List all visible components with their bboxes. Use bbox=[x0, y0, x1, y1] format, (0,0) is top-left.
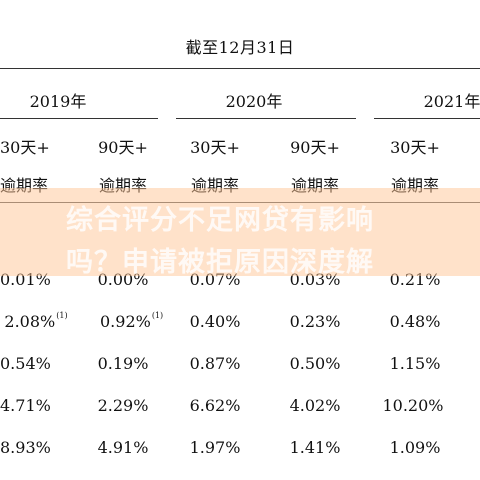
table-cell: 4.02% bbox=[289, 396, 341, 415]
table-cell: 0.50% bbox=[289, 354, 341, 373]
table-cell: 1.15% bbox=[389, 354, 441, 373]
table-cell: 2.29% bbox=[97, 396, 149, 415]
table-cell: 1.09% bbox=[389, 438, 441, 457]
year-rule-2020 bbox=[176, 118, 356, 119]
table-cell: 4.91% bbox=[97, 438, 149, 457]
watermark-headline-line-2: 吗？申请被拒原因深度解 bbox=[66, 247, 374, 278]
footnote-marker: (1) bbox=[151, 311, 164, 320]
table-cell: 0.87% bbox=[189, 354, 241, 373]
watermark-band bbox=[0, 188, 480, 276]
table-cell-with-footnote: 2.08%(1) bbox=[4, 311, 68, 331]
table-cell: 0.40% bbox=[189, 312, 241, 331]
year-2020: 2020年 bbox=[225, 92, 283, 111]
table-title: 截至12月31日 bbox=[185, 38, 295, 57]
year-2019: 2019年 bbox=[29, 92, 87, 111]
table-cell: 1.97% bbox=[189, 438, 241, 457]
title-rule bbox=[0, 68, 480, 69]
table-cell-with-footnote: 0.92%(1) bbox=[100, 311, 164, 331]
year-rule-2019 bbox=[0, 118, 158, 119]
footnote-marker: (1) bbox=[56, 311, 68, 320]
table-cell: 1.41% bbox=[289, 438, 341, 457]
table-cell: 4.71% bbox=[0, 396, 51, 415]
table-cell: 8.93% bbox=[0, 438, 51, 457]
table-cell: 0.54% bbox=[0, 354, 51, 373]
table-cell: 0.48% bbox=[389, 312, 441, 331]
year-2021: 2021年 bbox=[423, 92, 480, 111]
cell-value: 0.92% bbox=[100, 312, 151, 331]
table-cell: 6.62% bbox=[189, 396, 241, 415]
table-cell: 0.23% bbox=[289, 312, 341, 331]
watermark-headline-line-1: 综合评分不足网贷有影响 bbox=[66, 205, 374, 236]
cell-value: 2.08% bbox=[4, 312, 56, 331]
table-cell: 0.19% bbox=[97, 354, 149, 373]
year-rule-2021 bbox=[374, 118, 480, 119]
table-cell: 10.20% bbox=[382, 396, 444, 415]
